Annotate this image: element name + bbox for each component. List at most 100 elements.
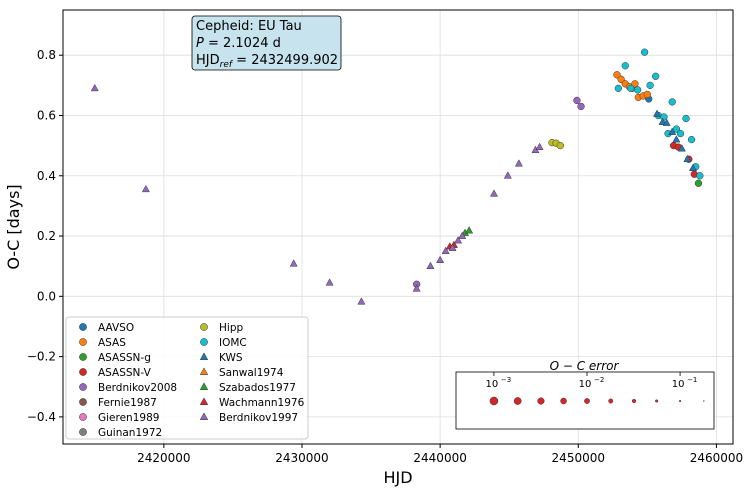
- data-point: [458, 231, 467, 239]
- data-point: [668, 127, 677, 135]
- error-sample-point: [703, 400, 705, 402]
- legend-marker: [200, 323, 208, 331]
- y-tick-label: −0.4: [27, 410, 56, 424]
- data-point: [617, 75, 625, 83]
- legend-marker: [199, 367, 209, 375]
- legend-marker: [199, 412, 209, 420]
- error-tick-exponent: −2: [594, 376, 604, 384]
- data-point: [683, 154, 692, 162]
- legend: AAVSO ASAS ASASSN-g ASASSN-V Berdnikov2008 Fe…: [65, 316, 309, 440]
- data-point: [535, 142, 544, 150]
- data-point: [357, 297, 366, 305]
- data-point: [646, 81, 654, 89]
- error-sample-point: [631, 398, 637, 404]
- data-point: [412, 284, 421, 292]
- legend-marker: [199, 382, 209, 390]
- error-sample-point: [537, 397, 545, 405]
- y-tick-label: 0.0: [37, 289, 56, 303]
- legend-marker: [79, 353, 87, 361]
- data-point: [448, 243, 457, 251]
- legend-label: Guinan1972: [98, 427, 162, 439]
- data-point: [90, 83, 99, 92]
- error-legend: O − C error 10 −3 10 −2 10 −1: [455, 359, 715, 430]
- x-axis-ticks: 2420000 2430000 2440000 2450000 2460000: [137, 444, 743, 465]
- legend-marker: [79, 338, 87, 346]
- data-points: [90, 48, 704, 305]
- data-point: [676, 129, 685, 138]
- data-point: [653, 109, 662, 117]
- x-tick-label: 2420000: [137, 451, 190, 465]
- legend-marker: [199, 352, 209, 360]
- data-point: [682, 114, 690, 123]
- legend-label: Szabados1977: [219, 382, 296, 394]
- error-sample-point: [679, 399, 682, 403]
- error-sample-point: [560, 397, 567, 405]
- data-point: [465, 226, 474, 234]
- grid-lines: [63, 10, 733, 444]
- info-box-period: P = 2.1024 d: [196, 36, 281, 51]
- legend-marker: [79, 398, 87, 406]
- legend-label: Sanwal1974: [219, 367, 284, 379]
- data-point: [503, 171, 512, 179]
- y-tick-label: 0.4: [37, 169, 56, 183]
- info-box-star: Cepheid: EU Tau: [196, 19, 302, 34]
- x-tick-label: 2460000: [690, 451, 743, 465]
- y-axis-label: O-C [days]: [4, 184, 23, 269]
- legend-label: Wachmann1976: [219, 397, 305, 409]
- error-tick-exponent: −1: [687, 376, 697, 384]
- error-tick-exponent: −3: [501, 376, 511, 384]
- data-point: [436, 255, 445, 263]
- data-point: [687, 135, 696, 144]
- data-point: [643, 90, 652, 99]
- data-point: [426, 261, 435, 269]
- legend-marker: [79, 323, 87, 331]
- data-point: [672, 135, 681, 143]
- legend-label: Berdnikov2008: [98, 382, 177, 394]
- y-tick-label: 0.8: [37, 48, 56, 62]
- legend-marker: [199, 397, 209, 405]
- info-box: Cepheid: EU Tau P = 2.1024 d HJDref = 24…: [191, 15, 342, 71]
- plot-frame: [62, 9, 734, 445]
- data-point: [325, 278, 334, 286]
- legend-marker: [79, 413, 87, 421]
- legend-label: KWS: [219, 352, 243, 364]
- x-tick-label: 2440000: [413, 451, 466, 465]
- legend-marker: [79, 383, 87, 391]
- data-point: [577, 102, 585, 111]
- data-point: [634, 86, 642, 94]
- data-point: [514, 159, 523, 167]
- data-point: [696, 172, 704, 180]
- legend-marker: [79, 368, 87, 376]
- error-tick-label: 10: [672, 379, 685, 390]
- legend-label: ASASSN-V: [98, 367, 152, 379]
- y-axis-ticks: −0.4 −0.2 0.0 0.2 0.4 0.6 0.8: [27, 48, 63, 424]
- data-point: [640, 48, 649, 56]
- data-point: [668, 98, 676, 106]
- data-point: [454, 236, 463, 244]
- error-legend-title: O − C error: [550, 359, 620, 373]
- data-point: [613, 71, 621, 79]
- error-sample-point: [655, 399, 659, 403]
- y-tick-label: −0.2: [27, 350, 56, 364]
- legend-label: IOMC: [219, 337, 247, 349]
- x-tick-label: 2450000: [552, 451, 605, 465]
- data-point: [627, 84, 635, 93]
- error-sample-point: [489, 396, 499, 406]
- error-sample-point: [513, 397, 522, 405]
- data-point: [688, 163, 697, 172]
- legend-label: AAVSO: [98, 322, 134, 334]
- legend-marker: [200, 338, 208, 346]
- data-point: [573, 96, 581, 105]
- data-point: [490, 189, 499, 197]
- data-point: [662, 118, 671, 126]
- error-tick-label: 10: [486, 379, 499, 390]
- data-point: [677, 144, 686, 152]
- data-point: [614, 84, 622, 93]
- data-point: [631, 80, 639, 88]
- x-tick-label: 2430000: [275, 451, 328, 465]
- legend-label: ASAS: [98, 337, 126, 349]
- data-point: [694, 179, 703, 187]
- legend-frame: [65, 316, 309, 440]
- info-box-epoch: HJDref = 2432499.902: [196, 53, 338, 70]
